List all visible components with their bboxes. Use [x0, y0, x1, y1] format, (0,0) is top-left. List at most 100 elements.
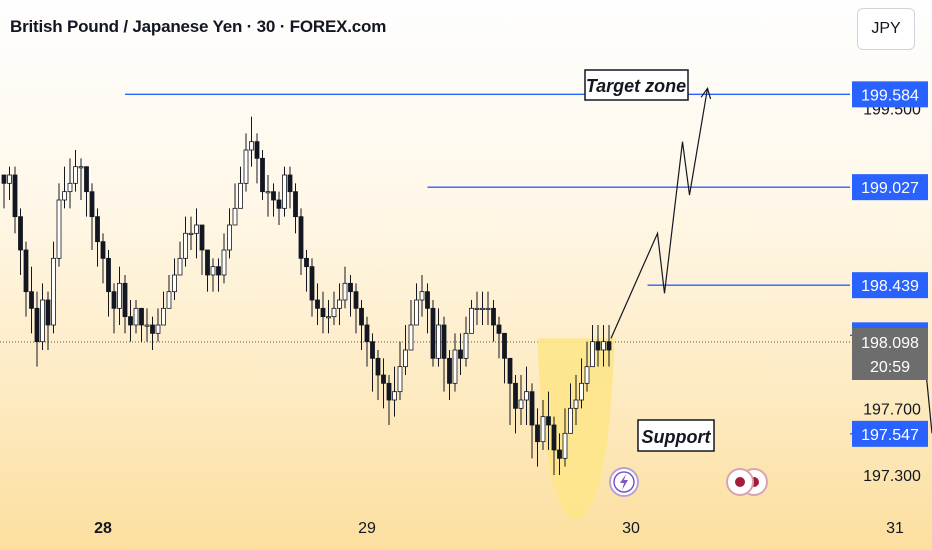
candle — [243, 133, 249, 192]
candle — [337, 283, 342, 325]
candle — [590, 325, 595, 368]
candle — [29, 266, 34, 334]
candle — [194, 208, 199, 259]
support-label: Support — [637, 419, 715, 452]
candle — [463, 316, 469, 367]
candle — [535, 408, 540, 467]
candle — [419, 275, 425, 317]
svg-text:197.547: 197.547 — [861, 427, 919, 444]
candle — [331, 291, 337, 325]
candle — [480, 291, 485, 325]
candle — [254, 133, 260, 184]
candle — [540, 400, 546, 450]
price-labels: 199.584199.027198.439198.138197.547198.0… — [852, 81, 928, 447]
candle — [381, 358, 386, 409]
candle — [122, 275, 128, 334]
candle — [353, 283, 359, 334]
candle — [342, 266, 348, 309]
support-text: Support — [642, 427, 712, 447]
candle — [469, 300, 474, 334]
svg-text:20:59: 20:59 — [870, 359, 910, 376]
projection-arrows — [610, 86, 932, 434]
x-axis: 28 29 30 31 — [94, 520, 904, 537]
candle — [458, 333, 463, 375]
candle — [507, 357, 513, 425]
candle — [7, 166, 12, 200]
candle — [95, 208, 100, 267]
candle — [392, 366, 397, 417]
currency-button[interactable]: JPY — [857, 8, 915, 50]
x-tick-label: 29 — [358, 520, 376, 537]
candle — [18, 208, 23, 275]
price-label[interactable]: 198.439 — [852, 272, 928, 299]
candle — [155, 308, 161, 342]
candle — [584, 341, 590, 392]
candle — [45, 291, 51, 350]
candle — [128, 300, 133, 342]
candle — [441, 316, 447, 392]
candle — [84, 166, 89, 217]
candle — [106, 250, 111, 317]
candle — [524, 366, 529, 425]
price-label[interactable]: 199.027 — [852, 174, 928, 201]
candle — [1, 174, 7, 209]
candle — [436, 308, 441, 367]
candle — [606, 325, 612, 367]
candle — [139, 307, 144, 342]
candle — [172, 258, 177, 300]
candle — [496, 316, 502, 359]
candle — [199, 224, 205, 275]
candle — [67, 158, 73, 209]
candle — [320, 291, 326, 334]
candle — [183, 216, 188, 267]
candle — [78, 158, 84, 200]
candle — [474, 291, 480, 325]
candle — [73, 150, 78, 192]
candle — [34, 291, 40, 367]
support-zone-highlight — [537, 338, 615, 520]
candle — [408, 300, 414, 351]
x-tick-label: 28 — [94, 520, 112, 537]
price-label[interactable]: 199.584 — [852, 81, 928, 108]
candle — [403, 325, 408, 375]
current-price-label[interactable]: 198.098 20:59 — [852, 328, 928, 380]
candle — [100, 233, 106, 284]
candle — [568, 383, 573, 434]
candle — [397, 341, 403, 400]
candle — [144, 308, 150, 342]
candle — [557, 433, 562, 475]
candle — [89, 183, 95, 250]
support-price-label[interactable]: 197.547 — [852, 420, 928, 447]
candle — [502, 332, 507, 384]
candle — [573, 375, 579, 425]
candle — [304, 250, 309, 292]
svg-text:199.027: 199.027 — [861, 180, 919, 197]
candle — [40, 283, 45, 350]
candle — [117, 266, 122, 325]
svg-text:198.098: 198.098 — [861, 335, 919, 352]
candle — [111, 283, 117, 334]
candle — [491, 300, 496, 342]
candle — [260, 150, 265, 200]
candle — [485, 291, 491, 325]
candle — [375, 350, 381, 400]
candle — [309, 258, 315, 317]
candle — [601, 325, 606, 367]
candle — [430, 300, 436, 367]
lightning-event-icon[interactable] — [609, 467, 639, 497]
candle — [562, 408, 568, 467]
candle — [518, 375, 524, 425]
candle — [166, 275, 172, 309]
candle — [150, 316, 155, 350]
projection-path — [922, 341, 932, 434]
candle — [529, 383, 535, 459]
candle — [276, 191, 282, 225]
candle — [546, 391, 551, 450]
candle — [210, 258, 216, 292]
economic-event-icon[interactable] — [726, 468, 768, 496]
candle — [579, 358, 584, 409]
candle — [221, 233, 227, 284]
candle — [177, 241, 183, 276]
